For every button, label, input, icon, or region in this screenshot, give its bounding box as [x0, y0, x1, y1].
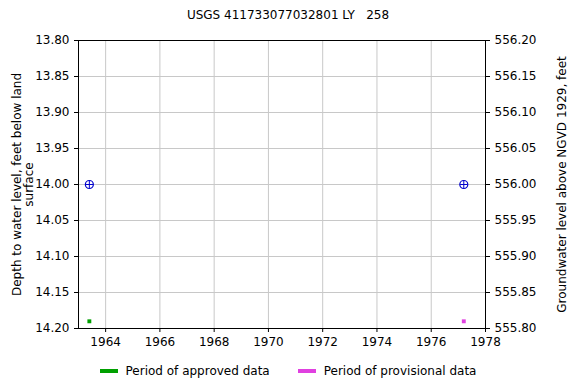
svg-text:555.85: 555.85: [495, 285, 537, 299]
html-text:USGS 411733077032801 LY 258: USGS 411733077032801 LY 258: [186, 8, 390, 22]
svg-text:14.20: 14.20: [35, 321, 69, 335]
html-text:Period of approved data: Period of approved data: [125, 364, 270, 378]
svg-text:556.10: 556.10: [495, 105, 537, 119]
svg-text:1972: 1972: [307, 335, 338, 349]
svg-text:555.90: 555.90: [495, 249, 537, 263]
svg-text:1970: 1970: [253, 335, 284, 349]
svg-text:13.95: 13.95: [35, 141, 69, 155]
svg-text:556.20: 556.20: [495, 33, 537, 47]
svg-text:556.00: 556.00: [495, 177, 537, 191]
svg-text:1966: 1966: [145, 335, 176, 349]
svg-text:1964: 1964: [90, 335, 121, 349]
svg-text:13.90: 13.90: [35, 105, 69, 119]
svg-text:14.00: 14.00: [35, 177, 69, 191]
svg-text:Depth to water level, feet bel: Depth to water level, feet below landsur…: [10, 73, 36, 296]
svg-text:555.80: 555.80: [495, 321, 537, 335]
svg-text:1978: 1978: [470, 335, 501, 349]
svg-text:14.15: 14.15: [35, 285, 69, 299]
svg-text:555.95: 555.95: [495, 213, 537, 227]
svg-text:1968: 1968: [199, 335, 230, 349]
svg-text:1976: 1976: [416, 335, 447, 349]
svg-text:556.15: 556.15: [495, 69, 537, 83]
svg-text:556.05: 556.05: [495, 141, 537, 155]
svg-text:13.80: 13.80: [35, 33, 69, 47]
svg-text:1974: 1974: [362, 335, 393, 349]
svg-text:Groundwater level above NGVD 1: Groundwater level above NGVD 1929, feet: [555, 56, 569, 313]
html-text:Period of provisional data: Period of provisional data: [323, 364, 477, 378]
svg-text:14.10: 14.10: [35, 249, 69, 263]
svg-text:13.85: 13.85: [35, 69, 69, 83]
svg-text:14.05: 14.05: [35, 213, 69, 227]
